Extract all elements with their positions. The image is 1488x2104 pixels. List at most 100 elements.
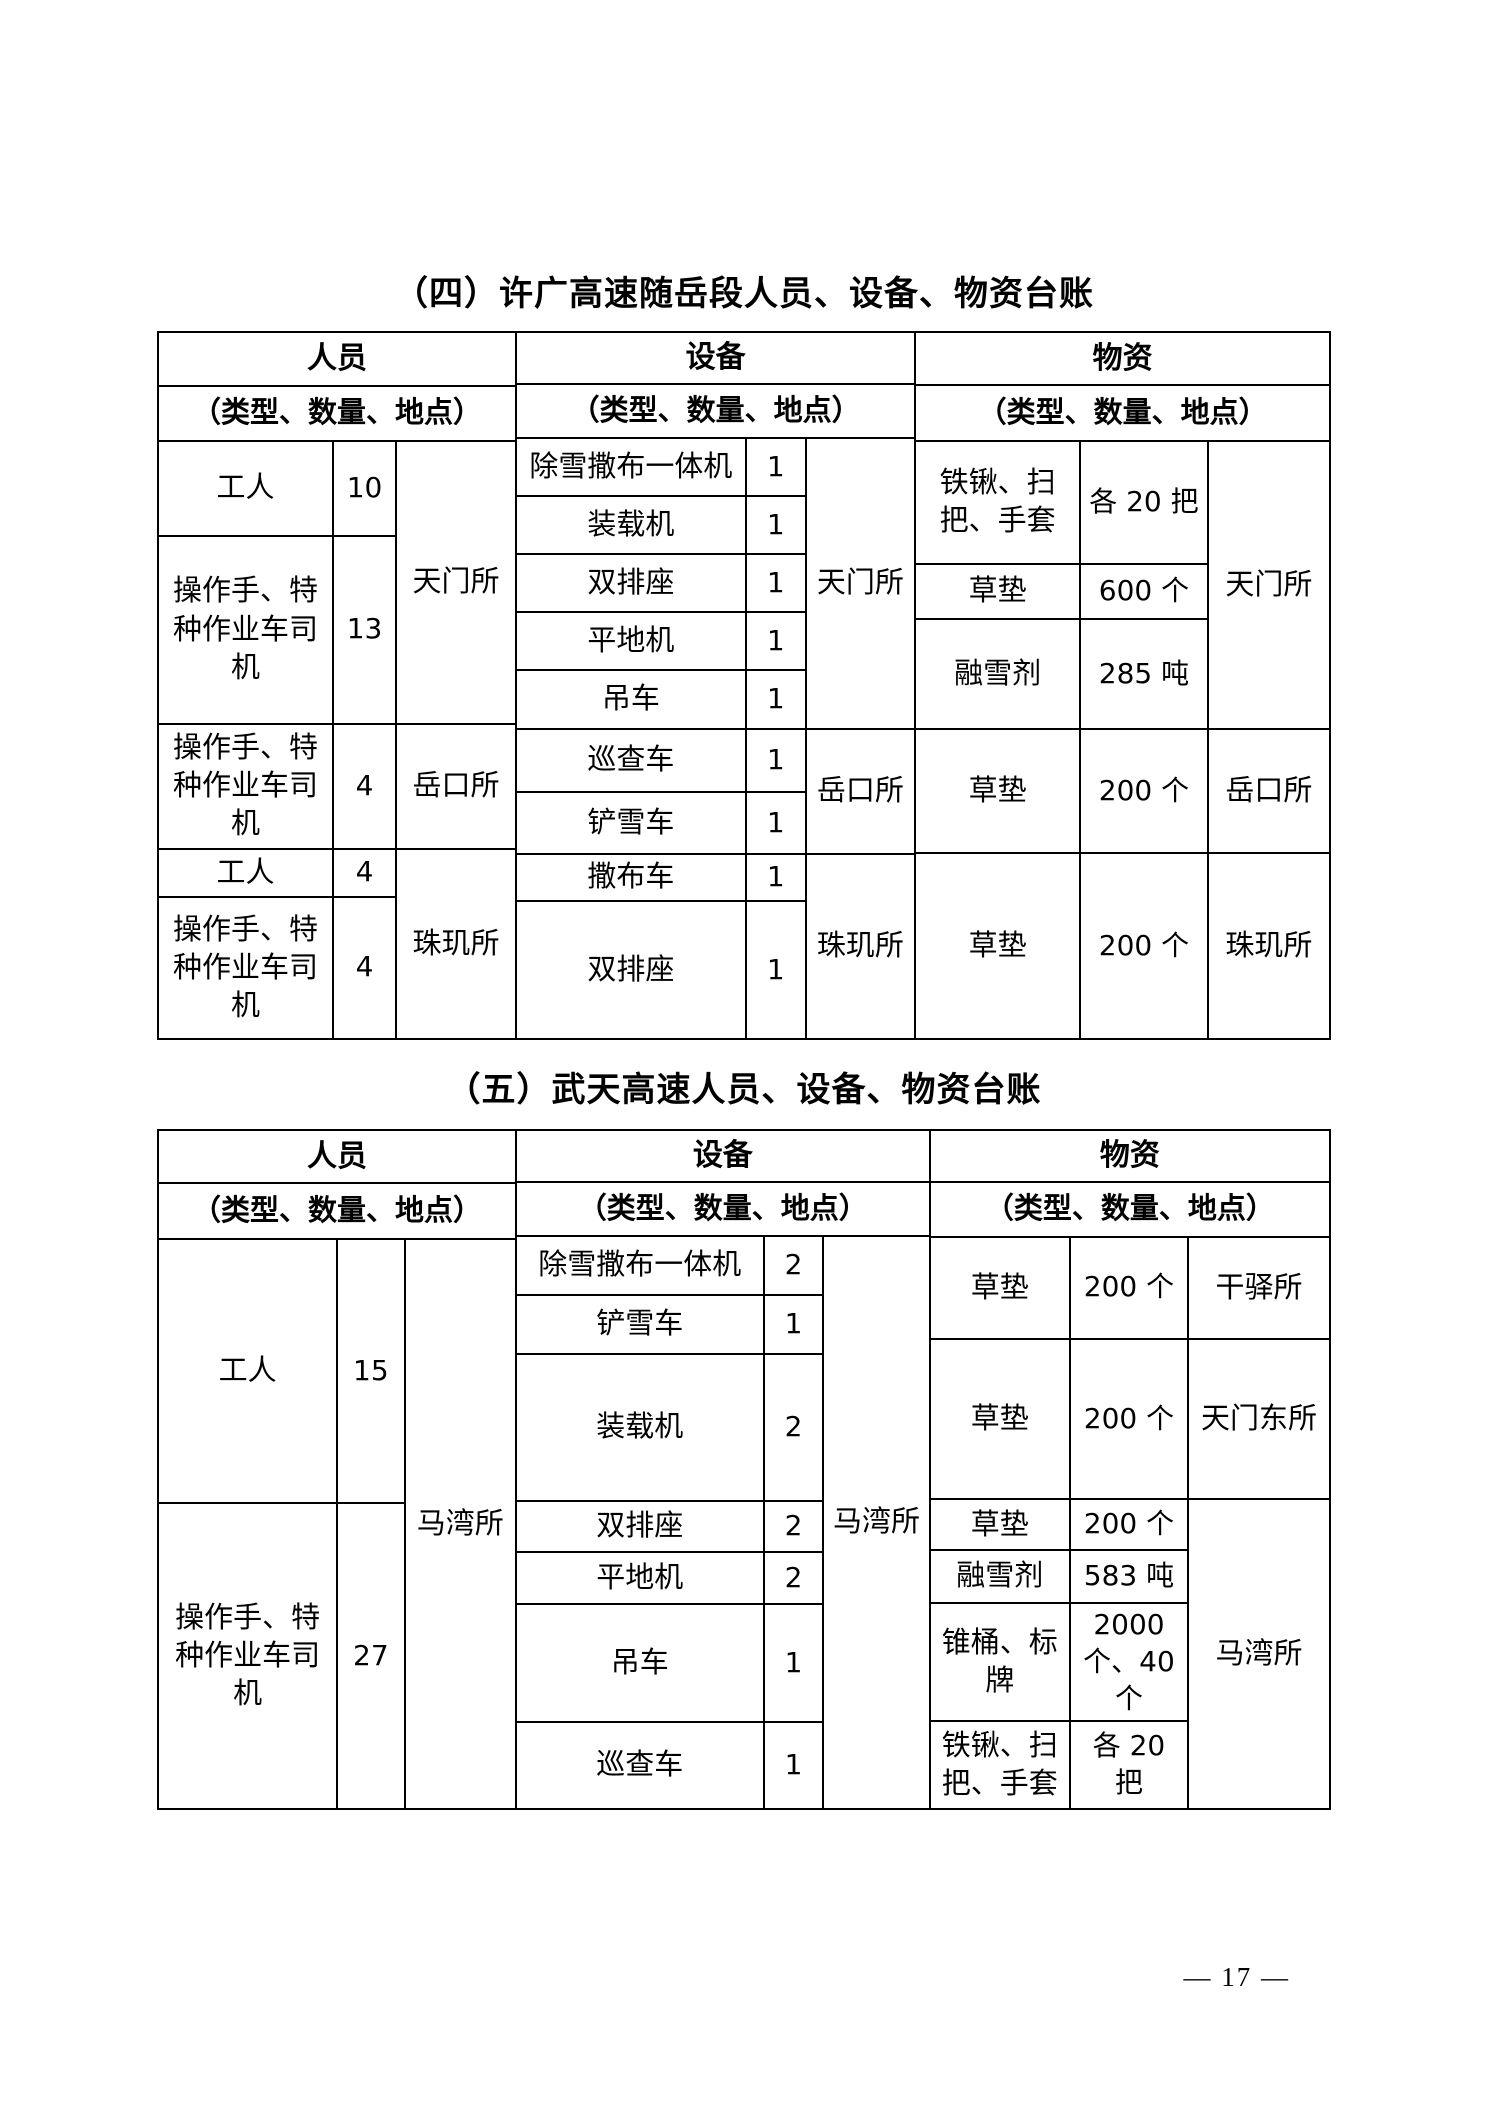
section-4-title: （四）许广高速随岳段人员、设备、物资台账	[394, 276, 1094, 313]
equipment-qty-cell: 2	[762, 1353, 825, 1502]
material-qty-cell: 200 个	[1068, 1498, 1190, 1552]
equipment-location-cell: 马湾所	[822, 1235, 931, 1810]
material-name-cell: 锥桶、标牌	[928, 1601, 1071, 1723]
material-qty-cell: 200 个	[1078, 852, 1209, 1040]
personnel-type-cell: 操作手、特种作业车司机	[156, 1502, 339, 1810]
personnel-type-cell: 操作手、特种作业车司机	[157, 534, 334, 726]
equipment-qty-cell: 1	[744, 495, 807, 555]
material-name-cell: 草垫	[928, 1235, 1071, 1341]
material-qty-cell: 各 20 把	[1078, 439, 1209, 565]
personnel-group-header: 人员	[157, 1128, 517, 1185]
personnel-qty-cell: 15	[336, 1238, 406, 1505]
material-qty-cell: 200 个	[1068, 1338, 1190, 1501]
material-qty-cell: 各 20 把	[1068, 1720, 1190, 1810]
equipment-name-cell: 巡查车	[514, 1721, 765, 1810]
equipment-qty-cell: 1	[744, 853, 807, 902]
materials-group-header: 物资	[928, 1128, 1332, 1184]
materials-subheader: （类型、数量、地点）	[928, 1181, 1332, 1238]
equipment-qty-cell: 1	[744, 669, 807, 730]
personnel-qty-cell: 4	[331, 723, 398, 850]
equipment-qty-cell: 2	[762, 1500, 825, 1553]
equipment-name-cell: 除雪撒布一体机	[514, 437, 747, 497]
personnel-group-header: 人员	[157, 331, 517, 387]
material-location-cell: 马湾所	[1187, 1498, 1331, 1810]
material-qty-cell: 285 吨	[1078, 618, 1209, 731]
personnel-type-cell: 工人	[157, 440, 334, 537]
equipment-group-header: 设备	[514, 1129, 931, 1183]
material-name-cell: 草垫	[928, 1498, 1071, 1552]
equipment-qty-cell: 1	[744, 728, 807, 793]
personnel-location-cell: 天门所	[395, 440, 517, 726]
personnel-type-cell: 工人	[157, 847, 334, 898]
equipment-qty-cell: 1	[762, 1721, 825, 1810]
personnel-subheader: （类型、数量、地点）	[157, 384, 517, 443]
table-5-personnel-group: 人员 （类型、数量、地点） 工人 15 马湾所 操作手、特种作业车司机 27	[156, 1128, 517, 1810]
personnel-qty-cell: 27	[336, 1502, 406, 1810]
table-4-materials-group: 物资 （类型、数量、地点） 铁锹、扫把、手套 各 20 把 天门所 草垫 600…	[914, 330, 1331, 1040]
personnel-type-cell: 操作手、特种作业车司机	[157, 723, 334, 850]
personnel-qty-cell: 4	[331, 847, 398, 898]
equipment-name-cell: 装载机	[514, 1353, 765, 1502]
material-name-cell: 融雪剂	[928, 1549, 1071, 1604]
material-name-cell: 草垫	[914, 562, 1081, 621]
equipment-name-cell: 平地机	[514, 611, 747, 671]
personnel-qty-cell: 4	[331, 895, 398, 1041]
table-4-equipment-group: 设备 （类型、数量、地点） 除雪撒布一体机 1 天门所 装载机 1 双排座 1 …	[514, 331, 917, 1040]
material-location-cell: 天门所	[1206, 439, 1331, 731]
equipment-qty-cell: 1	[762, 1294, 825, 1355]
equipment-location-cell: 珠玑所	[804, 853, 917, 1040]
equipment-name-cell: 巡查车	[514, 728, 747, 793]
material-qty-cell: 583 吨	[1068, 1549, 1190, 1604]
material-location-cell: 天门东所	[1187, 1338, 1331, 1501]
equipment-qty-cell: 2	[762, 1551, 825, 1605]
materials-subheader: （类型、数量、地点）	[914, 384, 1331, 442]
personnel-location-cell: 岳口所	[395, 723, 517, 850]
equipment-name-cell: 双排座	[514, 900, 747, 1040]
page-number: — 17 —	[1183, 1962, 1290, 1992]
personnel-subheader: （类型、数量、地点）	[157, 1182, 517, 1241]
equipment-qty-cell: 1	[762, 1603, 825, 1723]
document-content: （四）许广高速随岳段人员、设备、物资台账 人员 （类型、数量、地点） 工人 10…	[156, 0, 1332, 1810]
material-qty-cell: 2000 个、40 个	[1068, 1601, 1190, 1723]
equipment-name-cell: 平地机	[514, 1551, 765, 1605]
personnel-qty-cell: 10	[331, 440, 398, 537]
material-name-cell: 草垫	[914, 852, 1081, 1040]
table-5-materials-group: 物资 （类型、数量、地点） 草垫 200 个 干驿所 草垫 200 个 天门东所…	[928, 1128, 1332, 1810]
equipment-name-cell: 铲雪车	[514, 791, 747, 855]
equipment-qty-cell: 1	[744, 437, 807, 497]
material-name-cell: 草垫	[928, 1338, 1071, 1501]
material-name-cell: 铁锹、扫把、手套	[914, 439, 1081, 565]
section-5-title: （五）武天高速人员、设备、物资台账	[446, 1072, 1042, 1109]
material-name-cell: 铁锹、扫把、手套	[928, 1720, 1071, 1810]
equipment-name-cell: 双排座	[514, 553, 747, 613]
material-qty-cell: 600 个	[1078, 562, 1209, 621]
equipment-name-cell: 双排座	[514, 1500, 765, 1553]
material-location-cell: 干驿所	[1187, 1235, 1331, 1341]
equipment-name-cell: 除雪撒布一体机	[514, 1235, 765, 1296]
material-qty-cell: 200 个	[1078, 728, 1209, 855]
table-5: 人员 （类型、数量、地点） 工人 15 马湾所 操作手、特种作业车司机 27 设…	[156, 1128, 1332, 1810]
personnel-type-cell: 工人	[156, 1238, 339, 1505]
material-qty-cell: 200 个	[1068, 1235, 1190, 1341]
material-location-cell: 岳口所	[1206, 728, 1331, 855]
table-4-personnel-group: 人员 （类型、数量、地点） 工人 10 天门所 操作手、特种作业车司机 13 操…	[157, 331, 517, 1041]
equipment-qty-cell: 1	[744, 900, 807, 1040]
personnel-type-cell: 操作手、特种作业车司机	[157, 895, 334, 1041]
equipment-group-header: 设备	[514, 331, 917, 385]
personnel-qty-cell: 13	[331, 534, 398, 726]
equipment-location-cell: 岳口所	[804, 728, 917, 855]
material-name-cell: 草垫	[914, 728, 1081, 855]
material-name-cell: 融雪剂	[914, 618, 1081, 731]
material-location-cell: 珠玑所	[1206, 852, 1331, 1040]
table-4: 人员 （类型、数量、地点） 工人 10 天门所 操作手、特种作业车司机 13 操…	[157, 330, 1331, 1041]
equipment-name-cell: 撒布车	[514, 853, 747, 902]
equipment-qty-cell: 1	[744, 553, 807, 613]
table-5-equipment-group: 设备 （类型、数量、地点） 除雪撒布一体机 2 马湾所 铲雪车 1 装载机 2 …	[514, 1129, 931, 1810]
equipment-subheader: （类型、数量、地点）	[514, 1181, 931, 1237]
materials-group-header: 物资	[914, 330, 1331, 387]
equipment-subheader: （类型、数量、地点）	[514, 383, 917, 439]
equipment-location-cell: 天门所	[804, 437, 917, 730]
equipment-name-cell: 吊车	[514, 1603, 765, 1723]
equipment-qty-cell: 1	[744, 611, 807, 671]
